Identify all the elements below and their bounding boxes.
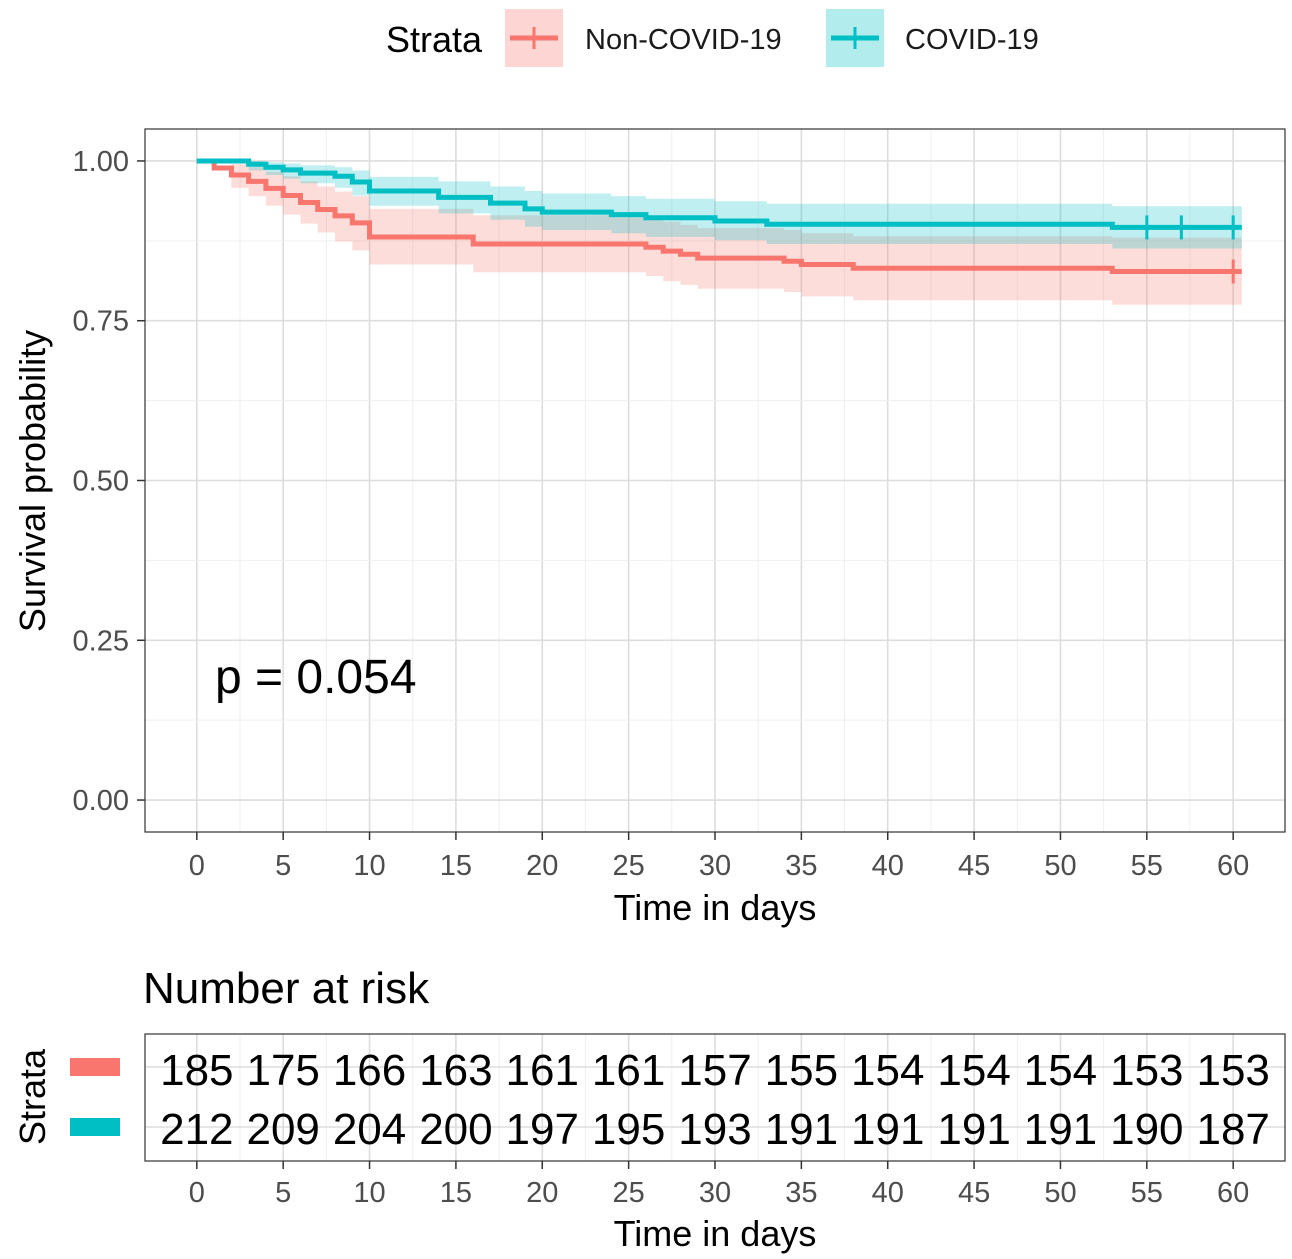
risk-value-covid: 191 (851, 1105, 924, 1154)
x-axis-title: Time in days (614, 887, 817, 928)
x-tick-label: 45 (958, 850, 990, 882)
risk-value-covid: 191 (765, 1105, 838, 1154)
x-tick-label: 10 (353, 850, 385, 882)
risk-value-covid: 197 (506, 1105, 579, 1154)
risk-value-non-covid: 163 (419, 1046, 492, 1095)
risk-value-non-covid: 154 (1024, 1046, 1097, 1095)
legend-label-non-covid: Non-COVID-19 (585, 24, 782, 56)
risk-x-tick-label: 60 (1217, 1177, 1249, 1209)
risk-x-tick-label: 25 (613, 1177, 645, 1209)
risk-x-tick-label: 10 (353, 1177, 385, 1209)
risk-x-tick-label: 55 (1131, 1177, 1163, 1209)
risk-value-non-covid: 157 (678, 1046, 751, 1095)
risk-table-grid (145, 1034, 1285, 1161)
p-value-annotation: p = 0.054 (215, 651, 417, 704)
risk-value-non-covid: 154 (851, 1046, 924, 1095)
risk-x-tick-label: 30 (699, 1177, 731, 1209)
risk-x-tick-label: 45 (958, 1177, 990, 1209)
x-tick-label: 20 (526, 850, 558, 882)
survival-plot: 0 5 10 15 20 25 30 35 40 45 50 55 60 0.00 0.25 0.50 0.7… (12, 128, 1286, 928)
y-axis: 0.00 0.25 0.50 0.75 1.00 (73, 146, 145, 817)
grid-lines (145, 129, 1285, 832)
risk-x-tick-label: 20 (526, 1177, 558, 1209)
y-tick-label: 0.50 (73, 466, 129, 498)
risk-value-non-covid: 161 (592, 1046, 665, 1095)
risk-value-non-covid: 153 (1196, 1046, 1269, 1095)
risk-value-non-covid: 154 (937, 1046, 1010, 1095)
x-tick-label: 0 (189, 850, 205, 882)
risk-value-covid: 200 (419, 1105, 492, 1154)
risk-value-covid: 191 (937, 1105, 1010, 1154)
risk-key-non-covid (70, 1058, 120, 1076)
legend-title: Strata (386, 19, 483, 60)
risk-x-tick-label: 15 (440, 1177, 472, 1209)
x-tick-label: 25 (613, 850, 645, 882)
x-tick-label: 50 (1044, 850, 1076, 882)
risk-table-title: Number at risk (143, 964, 430, 1013)
risk-value-non-covid: 161 (506, 1046, 579, 1095)
risk-value-covid: 209 (246, 1105, 319, 1154)
risk-value-non-covid: 153 (1110, 1046, 1183, 1095)
x-tick-label: 30 (699, 850, 731, 882)
y-tick-label: 0.75 (73, 306, 129, 338)
legend: Strata Non-COVID-19 COVID-19 (386, 9, 1039, 67)
risk-x-tick-label: 0 (189, 1177, 205, 1209)
x-tick-label: 60 (1217, 850, 1249, 882)
risk-table-values: 185 175 166 163 161 161 157 155 154 154 154 153 153 2… (160, 1046, 1270, 1154)
risk-table-strata-keys (70, 1058, 120, 1136)
y-tick-label: 1.00 (73, 146, 129, 178)
x-tick-label: 5 (275, 850, 291, 882)
survival-curves (196, 158, 1242, 274)
risk-x-tick-label: 35 (785, 1177, 817, 1209)
y-axis-title: Survival probability (12, 330, 53, 632)
risk-value-covid: 212 (160, 1105, 233, 1154)
survival-curve-covid (196, 158, 1242, 230)
risk-value-non-covid: 166 (333, 1046, 406, 1095)
risk-table-x-axis: 0 5 10 15 20 25 30 35 40 45 50 55 60 (189, 1161, 1249, 1209)
risk-table: Number at risk 185 175 166 163 161 161 157 155 1… (12, 964, 1286, 1254)
x-axis: 0 5 10 15 20 25 30 35 40 45 50 55 60 (189, 832, 1249, 882)
x-tick-label: 40 (872, 850, 904, 882)
survival-curve-non-covid (196, 158, 1242, 274)
risk-table-y-title: Strata (12, 1048, 53, 1145)
y-tick-label: 0.25 (73, 625, 129, 657)
risk-value-non-covid: 155 (765, 1046, 838, 1095)
risk-table-x-title: Time in days (614, 1213, 817, 1254)
x-tick-label: 35 (785, 850, 817, 882)
risk-value-covid: 204 (333, 1105, 406, 1154)
risk-value-covid: 195 (592, 1105, 665, 1154)
risk-x-tick-label: 40 (872, 1177, 904, 1209)
risk-x-tick-label: 5 (275, 1177, 291, 1209)
y-tick-label: 0.00 (73, 785, 129, 817)
legend-label-covid: COVID-19 (905, 24, 1039, 56)
risk-value-non-covid: 175 (246, 1046, 319, 1095)
risk-value-covid: 190 (1110, 1105, 1183, 1154)
x-tick-label: 15 (440, 850, 472, 882)
x-tick-label: 55 (1131, 850, 1163, 882)
risk-value-covid: 191 (1024, 1105, 1097, 1154)
risk-value-covid: 193 (678, 1105, 751, 1154)
risk-value-covid: 187 (1196, 1105, 1269, 1154)
censor-marks (1145, 215, 1235, 284)
risk-key-covid (70, 1118, 120, 1136)
risk-value-non-covid: 185 (160, 1046, 233, 1095)
risk-x-tick-label: 50 (1044, 1177, 1076, 1209)
